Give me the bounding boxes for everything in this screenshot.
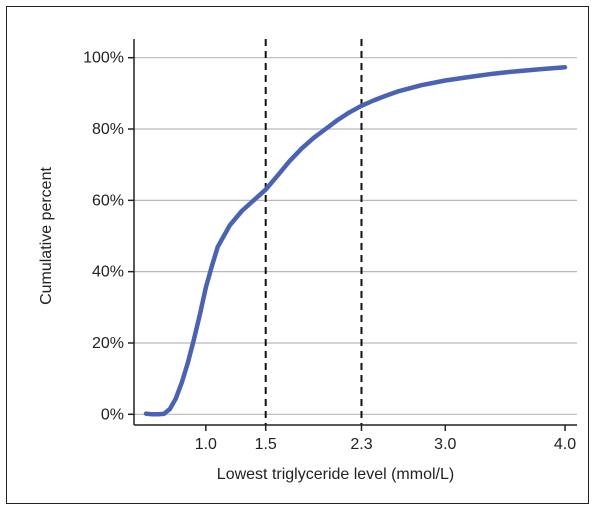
- y-axis-title: Cumulative percent: [38, 167, 55, 305]
- series: [143, 65, 568, 417]
- reference-lines: [264, 39, 363, 425]
- cumulative-chart: 0% 20% 40% 60% 80% 100% 1.0 1.5 2.3 3.0 4.0 Lowes…: [38, 39, 577, 483]
- x-tick-label: 1.0: [195, 436, 217, 453]
- y-tick-label: 80%: [92, 121, 124, 138]
- y-tick-label: 40%: [92, 264, 124, 281]
- axes: [133, 39, 577, 426]
- series-line: [143, 65, 568, 417]
- y-tick-label: 20%: [92, 335, 124, 352]
- x-tick-label: 4.0: [554, 436, 576, 453]
- x-axis-title: Lowest triglyceride level (mmol/L): [217, 466, 454, 483]
- y-ticks: 0% 20% 40% 60% 80% 100%: [83, 50, 134, 423]
- x-tick-label: 2.3: [350, 436, 372, 453]
- x-tick-label: 3.0: [434, 436, 456, 453]
- y-tick-label: 60%: [92, 192, 124, 209]
- gridlines: [134, 57, 577, 415]
- chart-frame: 0% 20% 40% 60% 80% 100% 1.0 1.5 2.3 3.0 4.0 Lowes…: [6, 6, 589, 504]
- x-tick-label: 1.5: [255, 436, 277, 453]
- y-tick-label: 0%: [101, 406, 124, 423]
- y-tick-label: 100%: [83, 50, 124, 67]
- x-ticks: 1.0 1.5 2.3 3.0 4.0: [195, 425, 576, 453]
